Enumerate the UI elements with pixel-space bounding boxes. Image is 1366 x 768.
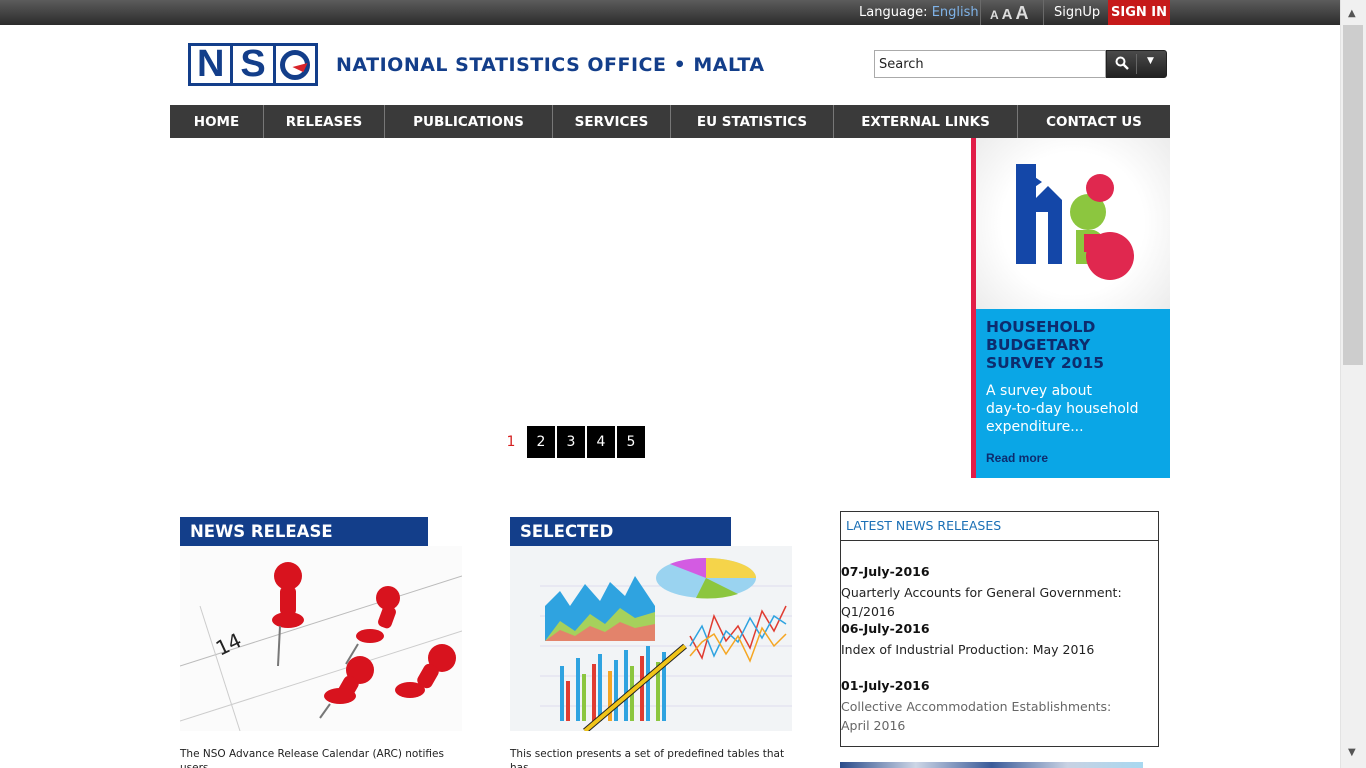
scroll-down-icon[interactable]: ▼ bbox=[1348, 747, 1356, 758]
main-nav: HOME RELEASES PUBLICATIONS SERVICES EU S… bbox=[170, 105, 1170, 138]
calendar-image[interactable]: 14 bbox=[180, 546, 462, 731]
hbs-banner[interactable]: HOUSEHOLD BUDGETARY SURVEY 2015 A survey… bbox=[971, 138, 1170, 478]
hbs-logo bbox=[976, 138, 1170, 309]
search-button[interactable]: ▼ bbox=[1106, 50, 1167, 78]
banner-strip-image[interactable] bbox=[840, 762, 1143, 768]
scroll-up-icon[interactable]: ▲ bbox=[1348, 8, 1356, 19]
signup-link[interactable]: SignUp bbox=[1054, 5, 1101, 20]
calendar-blurb: The NSO Advance Release Calendar (ARC) n… bbox=[180, 748, 444, 768]
slider-page-1[interactable]: 1 bbox=[506, 434, 516, 450]
scrollbar-thumb[interactable] bbox=[1343, 25, 1363, 365]
nav-contact-us[interactable]: CONTACT US bbox=[1046, 113, 1142, 130]
slider-page-2[interactable]: 2 bbox=[527, 426, 555, 458]
hbs-title: HOUSEHOLD BUDGETARY SURVEY 2015 bbox=[986, 318, 1105, 372]
hbs-panel: HOUSEHOLD BUDGETARY SURVEY 2015 A survey… bbox=[976, 309, 1170, 478]
hbs-read-more-link[interactable]: Read more bbox=[986, 451, 1049, 465]
nav-services[interactable]: SERVICES bbox=[553, 105, 671, 138]
logo-dial-icon bbox=[275, 46, 315, 83]
font-size-large-button[interactable]: A bbox=[1015, 3, 1029, 23]
news-date: 07-July-2016 bbox=[841, 564, 930, 579]
top-bar: Language: English A A A SignUp SIGN IN bbox=[0, 0, 1340, 25]
calendar-section-title[interactable]: NEWS RELEASE CALENDAR bbox=[180, 517, 428, 570]
slider-pager: 1 2 3 4 5 bbox=[497, 426, 645, 458]
language-label: Language: bbox=[859, 5, 928, 20]
search-icon bbox=[1115, 56, 1129, 74]
divider bbox=[1043, 0, 1044, 25]
font-size-controls: A A A bbox=[990, 3, 1029, 24]
news-item[interactable]: 01-July-2016 Collective Accommodation Es… bbox=[841, 678, 1111, 735]
nav-publications[interactable]: PUBLICATIONS bbox=[385, 105, 553, 138]
latest-news-header[interactable]: LATEST NEWS RELEASES bbox=[841, 512, 1158, 541]
indicators-image[interactable] bbox=[510, 546, 792, 731]
divider bbox=[980, 0, 981, 25]
language-selector[interactable]: Language: English bbox=[859, 5, 979, 20]
nso-logo[interactable]: N S bbox=[188, 43, 318, 86]
news-item[interactable]: 06-July-2016 Index of Industrial Product… bbox=[841, 621, 1094, 659]
news-item[interactable]: 07-July-2016 Quarterly Accounts for Gene… bbox=[841, 564, 1158, 621]
news-title[interactable]: Index of Industrial Production: May 2016 bbox=[841, 642, 1095, 657]
site-name: NATIONAL STATISTICS OFFICE • MALTA bbox=[336, 54, 765, 76]
logo-letter-s: S bbox=[233, 45, 273, 83]
nav-external-links[interactable]: EXTERNAL LINKS bbox=[834, 105, 1018, 138]
news-date: 06-July-2016 bbox=[841, 621, 930, 636]
nav-eu-statistics[interactable]: EU STATISTICS bbox=[671, 105, 834, 138]
slider-page-4[interactable]: 4 bbox=[587, 426, 615, 458]
font-size-medium-button[interactable]: A bbox=[1001, 6, 1013, 23]
page-scrollbar[interactable]: ▲ ▼ bbox=[1340, 0, 1366, 768]
search-input[interactable] bbox=[874, 50, 1106, 78]
news-title[interactable]: Collective Accommodation Establishments:… bbox=[841, 699, 1112, 733]
news-title[interactable]: Quarterly Accounts for General Governmen… bbox=[841, 585, 1122, 619]
font-size-small-button[interactable]: A bbox=[990, 8, 999, 22]
language-value[interactable]: English bbox=[931, 5, 979, 20]
signin-button[interactable]: SIGN IN bbox=[1108, 0, 1170, 25]
hbs-description: A survey about day-to-day household expe… bbox=[986, 383, 1139, 435]
news-date: 01-July-2016 bbox=[841, 678, 930, 693]
chevron-down-icon[interactable]: ▼ bbox=[1147, 56, 1154, 66]
slider-page-3[interactable]: 3 bbox=[557, 426, 585, 458]
indicators-blurb: This section presents a set of predefine… bbox=[510, 748, 785, 768]
logo-letter-n: N bbox=[191, 45, 231, 83]
slider-page-5[interactable]: 5 bbox=[617, 426, 645, 458]
nav-home[interactable]: HOME bbox=[170, 105, 264, 138]
indicators-section-title[interactable]: SELECTED INDICATORS bbox=[510, 517, 731, 570]
latest-news-panel: LATEST NEWS RELEASES 07-July-2016 Quarte… bbox=[840, 511, 1159, 747]
nav-releases[interactable]: RELEASES bbox=[264, 105, 385, 138]
